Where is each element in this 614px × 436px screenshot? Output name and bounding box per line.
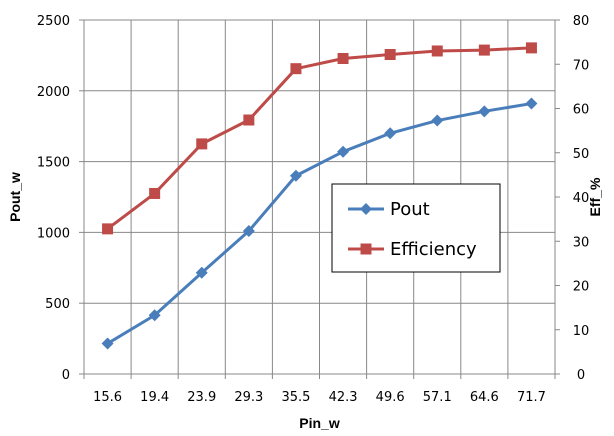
x-tick-label: 29.3 bbox=[234, 390, 263, 405]
data-point bbox=[337, 145, 350, 158]
legend: Pout Efficiency bbox=[331, 183, 501, 273]
legend-label: Pout bbox=[390, 199, 430, 220]
x-tick-label: 71.7 bbox=[517, 390, 546, 405]
series-efficiency bbox=[102, 42, 537, 235]
y-tick-label: 500 bbox=[45, 297, 70, 312]
data-point bbox=[384, 49, 396, 61]
data-point bbox=[243, 114, 255, 126]
x-tick-label: 64.6 bbox=[470, 390, 499, 405]
legend-marker bbox=[360, 203, 372, 215]
data-point bbox=[148, 309, 161, 322]
series-pout bbox=[101, 97, 538, 350]
x-tick-label: 35.5 bbox=[281, 390, 310, 405]
x-tick-label: 19.4 bbox=[140, 390, 169, 405]
y-tick-label: 0 bbox=[62, 368, 70, 383]
data-point bbox=[149, 187, 161, 199]
x-tick-label: 42.3 bbox=[329, 390, 358, 405]
y2-tick-label: 30 bbox=[573, 235, 590, 250]
series-line bbox=[106, 102, 532, 345]
data-point bbox=[195, 266, 208, 279]
data-point bbox=[242, 224, 255, 237]
data-point bbox=[431, 114, 444, 127]
y2-tick-label: 50 bbox=[573, 147, 590, 162]
y2-tick-label: 10 bbox=[573, 324, 590, 339]
data-point bbox=[431, 45, 443, 57]
y2-axis-ticks: 0 10 20 30 40 50 60 70 80 bbox=[555, 14, 589, 383]
data-point bbox=[337, 52, 349, 64]
x-tick-label: 49.6 bbox=[376, 390, 405, 405]
y-axis-ticks: 0 500 1000 1500 2000 2500 bbox=[37, 14, 84, 383]
data-point bbox=[478, 44, 490, 56]
x-tick-label: 23.9 bbox=[187, 390, 216, 405]
y2-tick-label: 20 bbox=[573, 280, 590, 295]
data-point bbox=[478, 105, 491, 118]
y-tick-label: 2000 bbox=[37, 85, 70, 100]
data-point bbox=[525, 42, 537, 54]
series-line bbox=[106, 46, 532, 231]
data-point bbox=[384, 127, 397, 140]
y-tick-label: 1000 bbox=[37, 226, 70, 241]
data-point bbox=[101, 337, 114, 350]
y2-tick-label: 80 bbox=[573, 14, 590, 29]
legend-box bbox=[331, 183, 501, 273]
x-tick-label: 57.1 bbox=[423, 390, 452, 405]
y2-tick-label: 70 bbox=[573, 58, 590, 73]
y-tick-label: 1500 bbox=[37, 156, 70, 171]
x-axis-ticks: 15.6 19.4 23.9 29.3 35.5 42.3 49.6 57.1 64.6 71.7 bbox=[83, 374, 556, 405]
series-layer bbox=[101, 42, 538, 350]
x-tick-label: 15.6 bbox=[93, 390, 122, 405]
data-point bbox=[102, 223, 114, 235]
x-axis-title: Pin_w bbox=[299, 415, 340, 431]
y2-tick-label: 0 bbox=[577, 368, 585, 383]
data-point bbox=[289, 169, 302, 182]
data-point bbox=[290, 63, 302, 75]
y-tick-label: 2500 bbox=[37, 14, 70, 29]
legend-marker bbox=[360, 243, 372, 255]
legend-label: Efficiency bbox=[390, 239, 477, 260]
y2-tick-label: 40 bbox=[573, 191, 590, 206]
y2-axis-title: Eff_% bbox=[587, 177, 603, 216]
data-point bbox=[525, 97, 538, 110]
y2-tick-label: 60 bbox=[573, 103, 590, 118]
data-point bbox=[196, 138, 208, 150]
legend-item-pout: Pout bbox=[348, 199, 430, 220]
legend-item-efficiency: Efficiency bbox=[348, 239, 477, 260]
y-axis-title: Pout_w bbox=[7, 172, 23, 222]
